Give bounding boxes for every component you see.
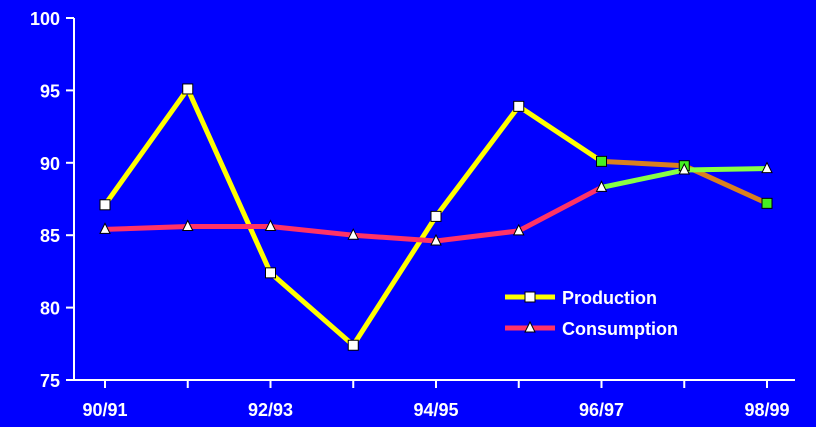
consumption-point [595, 180, 608, 192]
y-tick-label: 95 [40, 81, 60, 101]
production-line-segment [599, 158, 687, 169]
production-line-segment [102, 86, 191, 208]
legend-production-marker [524, 291, 536, 303]
y-tick-label: 75 [40, 371, 60, 391]
series-consumption [102, 166, 770, 244]
production-point [347, 339, 359, 351]
production-line-segment [433, 103, 522, 219]
y-tick-label: 90 [40, 154, 60, 174]
y-tick-label: 80 [40, 299, 60, 319]
legend-consumption-label: Consumption [562, 319, 678, 339]
production-line-segment [516, 103, 604, 164]
consumption-line-segment [516, 184, 604, 234]
consumption-line-segment [599, 167, 687, 190]
x-tick-label: 94/95 [413, 400, 458, 420]
y-ticks: 75 80 85 90 95 100 [30, 9, 74, 391]
production-point [513, 100, 525, 112]
consumption-point [678, 162, 691, 175]
consumption-point [264, 219, 277, 232]
y-tick-label: 85 [40, 226, 60, 246]
consumption-point [99, 222, 111, 234]
legend-consumption-marker [524, 320, 536, 333]
consumption-point [512, 223, 525, 236]
consumption-point [347, 228, 360, 240]
production-point [99, 199, 111, 211]
production-point [761, 197, 773, 209]
x-tick-label: 98/99 [744, 400, 789, 420]
consumption-point [761, 161, 773, 174]
production-line-segment [185, 86, 273, 276]
legend: Production Consumption [505, 288, 678, 339]
consumption-point [181, 219, 194, 232]
legend-production-label: Production [562, 288, 657, 308]
production-point [182, 83, 194, 95]
legend-item-production: Production [505, 288, 657, 308]
consumption-line-segment [433, 228, 522, 244]
x-tick-label: 96/97 [579, 400, 624, 420]
consumption-point [430, 233, 442, 246]
production-point [265, 267, 276, 279]
series-group [99, 83, 773, 351]
x-tick-label: 90/91 [82, 400, 127, 420]
production-line-segment [268, 270, 356, 348]
plot-area: 75 80 85 90 95 100 90/91 92/93 94/95 96/97 98/99 [30, 9, 795, 420]
production-point [596, 155, 607, 167]
production-point [430, 210, 442, 222]
x-tick-label: 92/93 [248, 400, 293, 420]
x-ticks: 90/91 92/93 94/95 96/97 98/99 [82, 380, 790, 420]
consumption-line-segment [681, 166, 770, 173]
markers-consumption [99, 161, 773, 246]
consumption-line-segment [102, 224, 191, 232]
consumption-line-segment [268, 224, 356, 238]
consumption-line-segment [350, 232, 439, 244]
legend-item-consumption: Consumption [505, 319, 678, 339]
series-production [102, 86, 770, 348]
y-tick-label: 100 [30, 9, 60, 29]
